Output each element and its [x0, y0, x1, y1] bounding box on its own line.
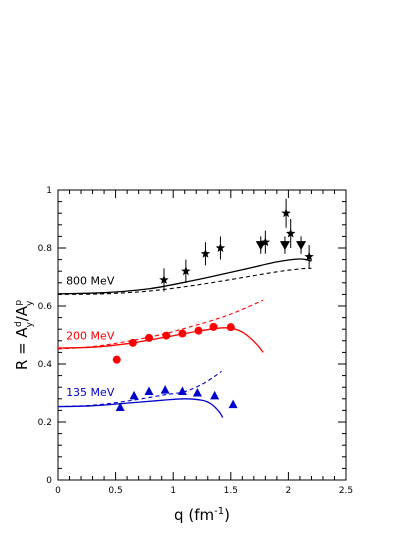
y-axis-title: R = Ayd/Ayp	[13, 300, 35, 371]
data-point-star	[285, 228, 296, 238]
data-point-circle	[112, 355, 121, 364]
theory-solid-800-mev	[57, 258, 312, 295]
data-point-star	[159, 274, 169, 284]
y-tick-label: 0.2	[38, 418, 52, 428]
data-point-circle	[226, 323, 235, 332]
x-tick-label: 0	[55, 486, 61, 496]
series-label-200-mev: 200 MeV	[66, 329, 115, 342]
axes: 0 0.5 1 1.5 2 2.5 0 0.2 0.4 0.6 0.8 1	[38, 186, 353, 496]
data-point-circle	[209, 322, 218, 331]
plot-frame	[57, 189, 347, 481]
data-point-triangle	[192, 388, 202, 397]
data-point-triangle	[115, 402, 125, 411]
theory-dashed-135-mev	[57, 370, 222, 408]
x-tick-label: 2.5	[339, 486, 353, 496]
data-point-circle	[128, 338, 137, 347]
series-label-800-mev: 800 MeV	[66, 274, 115, 287]
data-point-triangle	[144, 386, 154, 396]
y-tick-label: 0.8	[38, 244, 53, 254]
data-point-circle	[178, 329, 187, 338]
theory-dashed-800-mev	[57, 267, 312, 295]
data-point-triangle	[129, 390, 139, 400]
data-point-star	[260, 237, 271, 247]
x-tick-label: 1	[170, 486, 176, 496]
data-point-triangle	[210, 390, 220, 400]
y-tick-label: 0.4	[38, 360, 53, 370]
theory-solid-135-mev	[57, 398, 224, 418]
y-tick-label: 0.6	[38, 302, 53, 312]
x-tick-label: 0.5	[108, 486, 122, 496]
data-point-triangle-down	[296, 241, 307, 251]
series-labels: 800 MeV 200 MeV 135 MeV	[66, 274, 115, 399]
y-tick-label: 0	[46, 476, 52, 486]
theory-dashed-200-mev	[57, 299, 264, 350]
data-point-star	[215, 243, 226, 252]
data-point-star	[181, 266, 191, 276]
x-tick-label: 2	[286, 486, 292, 496]
y-tick-label: 1	[46, 186, 52, 196]
data-point-circle	[145, 333, 154, 342]
data-point-star	[200, 248, 211, 258]
data-point-triangle-down	[279, 241, 290, 251]
data-point-circle	[162, 331, 171, 340]
data-point-triangle	[160, 385, 170, 394]
x-axis-title: q (fm-1)	[174, 506, 230, 524]
data-point-triangle	[228, 399, 238, 409]
series-label-135-mev: 135 MeV	[66, 386, 115, 399]
data-point-triangle	[177, 386, 187, 396]
data-point-star	[304, 251, 314, 261]
data-points	[112, 198, 314, 411]
data-point-star	[281, 208, 291, 218]
data-point-circle	[194, 326, 203, 335]
x-tick-label: 1.5	[224, 486, 238, 496]
